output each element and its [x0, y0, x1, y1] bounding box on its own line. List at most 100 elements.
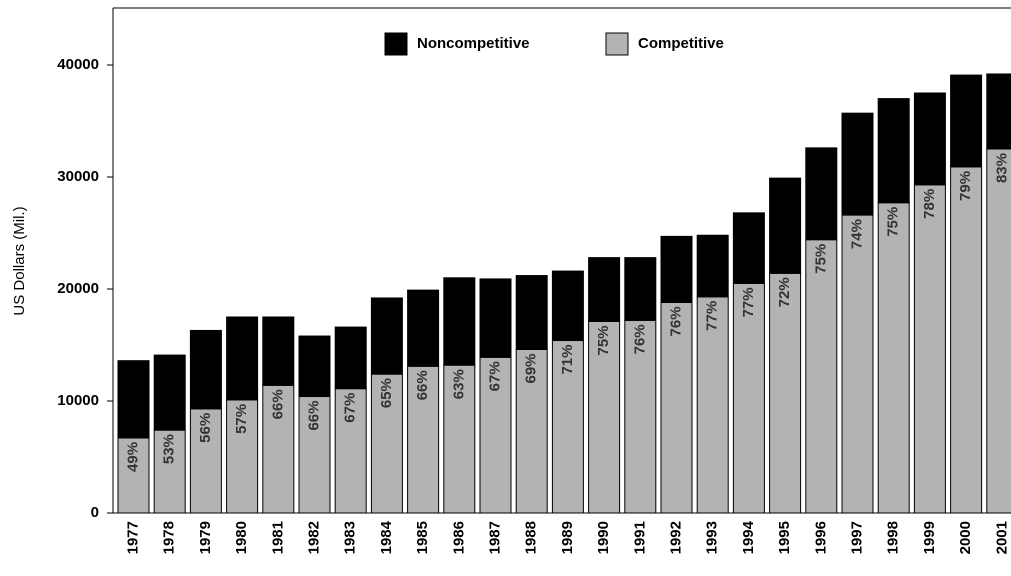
- bar-segment: [479, 278, 512, 358]
- bar-segment: [805, 147, 838, 241]
- share-label: 57%: [233, 404, 250, 434]
- bar-segment: [551, 270, 584, 342]
- x-tick-label: 1999: [921, 521, 938, 554]
- bar-segment: [986, 148, 1011, 514]
- share-label: 71%: [559, 345, 576, 375]
- bar-segment: [732, 212, 765, 284]
- bar-segment: [370, 297, 403, 375]
- bar-segment: [624, 319, 657, 514]
- share-label: 83%: [993, 153, 1010, 183]
- share-label: 66%: [269, 389, 286, 419]
- share-label: 74%: [848, 219, 865, 249]
- bar-segment: [298, 335, 331, 398]
- bar-segment: [877, 98, 910, 204]
- x-tick-label: 2000: [957, 521, 974, 554]
- bar-segment: [986, 73, 1011, 150]
- x-tick-label: 1996: [812, 521, 829, 554]
- share-label: 77%: [704, 301, 721, 331]
- bar-segment: [407, 365, 440, 514]
- bar-segment: [226, 316, 259, 401]
- x-tick-label: 1982: [305, 521, 322, 554]
- share-label: 75%: [812, 244, 829, 274]
- bar-segment: [841, 112, 874, 216]
- x-tick-label: 1990: [595, 521, 612, 554]
- bar-segment: [769, 177, 802, 274]
- bar-segment: [588, 257, 621, 322]
- y-tick-label: 10000: [57, 392, 99, 409]
- share-label: 66%: [414, 370, 431, 400]
- x-tick-label: 1981: [269, 521, 286, 554]
- share-label: 67%: [342, 393, 359, 423]
- y-tick-label: 30000: [57, 168, 99, 185]
- share-label: 76%: [631, 324, 648, 354]
- bar-segment: [334, 388, 367, 514]
- x-tick-label: 1978: [161, 521, 178, 554]
- x-tick-label: 1995: [776, 521, 793, 554]
- x-tick-label: 1983: [342, 521, 359, 554]
- x-tick-label: 2001: [993, 521, 1010, 554]
- bar-segment: [877, 202, 910, 514]
- share-label: 69%: [523, 353, 540, 383]
- x-tick-label: 1997: [848, 521, 865, 554]
- bar-segment: [769, 272, 802, 514]
- y-tick-label: 20000: [57, 280, 99, 297]
- share-label: 53%: [161, 434, 178, 464]
- x-tick-label: 1993: [704, 521, 721, 554]
- y-tick-label: 0: [91, 504, 99, 521]
- y-axis-label: US Dollars (Mil.): [11, 206, 28, 315]
- y-tick-label: 40000: [57, 56, 99, 73]
- x-tick-label: 1977: [124, 521, 141, 554]
- bar-segment: [660, 301, 693, 514]
- bar-segment: [117, 360, 150, 439]
- bar-segment: [805, 239, 838, 514]
- bar-segment: [189, 329, 222, 410]
- share-label: 75%: [885, 207, 902, 237]
- bar-segment: [334, 326, 367, 390]
- bar-segment: [950, 166, 983, 514]
- x-tick-label: 1986: [450, 521, 467, 554]
- x-tick-label: 1984: [378, 520, 395, 554]
- x-tick-label: 1980: [233, 521, 250, 554]
- x-tick-label: 1991: [631, 521, 648, 554]
- bar-segment: [732, 282, 765, 514]
- bar-segment: [443, 277, 476, 366]
- bar-segment: [262, 316, 295, 386]
- x-tick-label: 1998: [885, 521, 902, 554]
- share-label: 65%: [378, 378, 395, 408]
- share-label: 75%: [595, 325, 612, 355]
- x-tick-label: 1994: [740, 520, 757, 554]
- bar-segment: [950, 74, 983, 168]
- bar-segment: [551, 340, 584, 514]
- x-tick-label: 1989: [559, 521, 576, 554]
- share-label: 72%: [776, 277, 793, 307]
- legend-label: Competitive: [638, 35, 724, 52]
- bar-segment: [696, 234, 729, 298]
- share-label: 79%: [957, 171, 974, 201]
- bar-segment: [913, 184, 946, 514]
- bar-segment: [515, 275, 548, 350]
- bar-segment: [588, 320, 621, 514]
- x-tick-label: 1985: [414, 521, 431, 554]
- bar-segment: [407, 289, 440, 367]
- bar-segment: [153, 354, 186, 431]
- legend-swatch: [384, 32, 408, 56]
- bar-segment: [443, 364, 476, 514]
- bar-segment: [370, 373, 403, 514]
- share-label: 63%: [450, 369, 467, 399]
- bar-segment: [841, 214, 874, 514]
- share-label: 66%: [305, 401, 322, 431]
- bar-segment: [624, 257, 657, 321]
- legend-swatch: [605, 32, 629, 56]
- x-tick-label: 1979: [197, 521, 214, 554]
- share-label: 76%: [667, 306, 684, 336]
- bar-segment: [913, 92, 946, 186]
- share-label: 78%: [921, 189, 938, 219]
- x-tick-label: 1988: [523, 521, 540, 554]
- bar-segment: [660, 235, 693, 303]
- share-label: 67%: [486, 361, 503, 391]
- x-tick-label: 1992: [667, 521, 684, 554]
- bar-segment: [696, 296, 729, 514]
- bar-segment: [117, 437, 150, 514]
- share-label: 49%: [124, 442, 141, 472]
